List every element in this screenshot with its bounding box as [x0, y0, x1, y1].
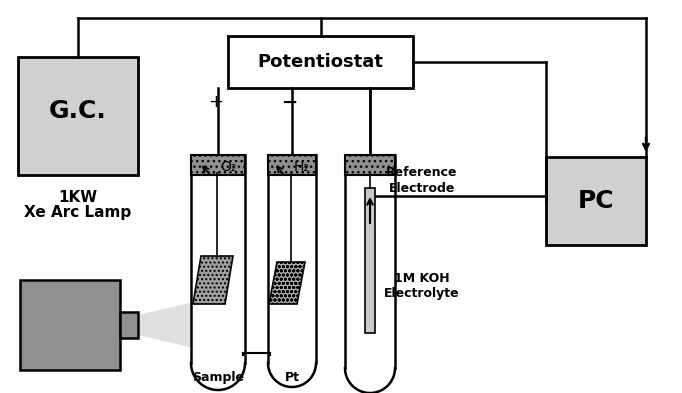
- Bar: [228, 36, 413, 88]
- Polygon shape: [138, 300, 202, 350]
- Bar: [18, 57, 138, 175]
- Polygon shape: [193, 256, 233, 304]
- Bar: [191, 155, 245, 363]
- Text: Sample: Sample: [192, 371, 244, 384]
- Polygon shape: [345, 368, 395, 393]
- Bar: [268, 155, 316, 363]
- Text: Electrode: Electrode: [389, 182, 455, 195]
- Text: H₂: H₂: [294, 160, 310, 174]
- Bar: [20, 280, 120, 370]
- Text: Xe Arc Lamp: Xe Arc Lamp: [25, 206, 132, 220]
- Text: Potentiostat: Potentiostat: [258, 53, 383, 71]
- Bar: [546, 157, 646, 245]
- Polygon shape: [269, 262, 305, 304]
- Text: Pt: Pt: [284, 371, 299, 384]
- Bar: [268, 155, 316, 175]
- Text: Reference: Reference: [386, 167, 458, 180]
- Text: O₂: O₂: [220, 160, 237, 174]
- Bar: [191, 155, 245, 175]
- Bar: [345, 155, 395, 175]
- Bar: [345, 155, 395, 368]
- Text: Electrolyte: Electrolyte: [384, 286, 460, 299]
- Polygon shape: [268, 363, 316, 387]
- Text: G.C.: G.C.: [49, 99, 107, 123]
- Bar: [365, 188, 375, 333]
- Bar: [120, 312, 138, 338]
- Text: +: +: [209, 93, 224, 111]
- Text: 1M KOH: 1M KOH: [394, 272, 450, 285]
- Text: 1KW: 1KW: [59, 191, 98, 206]
- Text: −: −: [282, 92, 298, 112]
- Text: PC: PC: [578, 189, 614, 213]
- Polygon shape: [191, 363, 245, 390]
